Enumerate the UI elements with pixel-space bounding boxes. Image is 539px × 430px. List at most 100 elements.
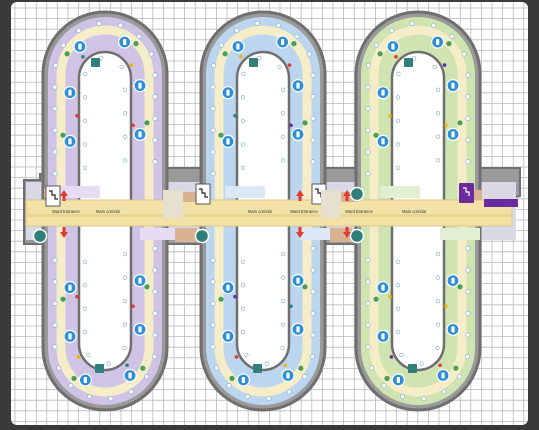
bed-icon <box>221 86 235 100</box>
dot-icon <box>52 84 58 90</box>
bed-icon <box>291 127 305 141</box>
dot-icon <box>465 72 471 78</box>
bed-mark <box>451 326 455 333</box>
dot-icon <box>465 115 471 121</box>
bed-mark <box>226 333 230 340</box>
dot-icon <box>240 165 246 170</box>
dot-icon <box>381 383 387 389</box>
plant-icon <box>218 296 224 302</box>
ward-ring-right-path <box>369 25 467 397</box>
dot-icon <box>152 115 158 121</box>
dot-icon <box>76 27 82 33</box>
bed-mark <box>451 82 455 89</box>
bed-icon <box>436 368 450 383</box>
bed-mark <box>286 372 290 379</box>
bed-icon <box>63 134 77 148</box>
dot-icon <box>119 64 124 70</box>
bed-icon <box>63 86 77 100</box>
dot-icon <box>310 137 316 143</box>
floor-zone <box>440 228 480 240</box>
entrance-arrow-icon <box>60 190 68 201</box>
dot-icon <box>122 299 128 304</box>
dot-icon <box>210 127 216 133</box>
dot-icon <box>234 27 240 33</box>
dot-icon <box>365 279 371 285</box>
elevator-icon <box>459 183 474 203</box>
dot-icon <box>210 149 216 155</box>
dot-icon <box>52 344 58 350</box>
dot-icon <box>60 42 66 48</box>
plant-icon <box>71 375 77 381</box>
bed-mark <box>68 138 72 145</box>
dot-icon <box>395 259 401 264</box>
bed-icon <box>133 274 147 288</box>
dot-icon <box>210 84 216 90</box>
dot-icon <box>465 159 471 165</box>
dot-icon <box>465 289 471 295</box>
marker-dot-icon <box>394 54 398 59</box>
dot-icon <box>52 127 58 133</box>
dot-icon <box>449 33 455 39</box>
room-square-icon <box>408 364 417 373</box>
dot-icon <box>395 118 401 123</box>
bed-mark <box>83 376 87 383</box>
dot-icon <box>86 352 91 358</box>
dot-icon <box>240 330 246 335</box>
dot-icon <box>302 374 308 380</box>
marker-dot-icon <box>442 63 447 67</box>
bed-mark <box>296 326 300 333</box>
plant-icon <box>453 365 459 371</box>
bed-icon <box>376 329 390 343</box>
room-square-icon <box>253 364 262 373</box>
corridor-stripe <box>26 214 512 217</box>
dot-icon <box>245 394 251 400</box>
plant-icon <box>229 375 235 381</box>
dot-icon <box>310 245 316 251</box>
bed-mark <box>78 43 82 50</box>
dot-icon <box>366 62 372 68</box>
plant-icon <box>144 284 150 290</box>
bed-icon <box>276 35 290 49</box>
dot-icon <box>396 71 401 77</box>
elevator-symbol <box>463 187 470 196</box>
dot-icon <box>435 345 440 351</box>
marker-dot-icon <box>75 294 79 299</box>
corridor-label-ward_entrance: Ward Entrance <box>52 209 80 214</box>
dot-icon <box>82 306 88 311</box>
plant-icon <box>373 132 379 138</box>
corridor-label-ward_entrance: Ward Entrance <box>345 209 373 214</box>
dot-icon <box>395 330 401 335</box>
bed-mark <box>226 284 230 291</box>
room-block <box>175 228 197 242</box>
dot-icon <box>122 252 128 257</box>
bed-mark <box>436 39 440 46</box>
marker-dot-icon <box>233 294 237 299</box>
corridor-label-main_corridor: Main corridor <box>96 209 121 214</box>
dot-icon <box>52 279 58 285</box>
dot-icon <box>210 301 216 307</box>
dot-icon <box>240 283 246 288</box>
plant-icon <box>133 41 139 47</box>
plan-layer: Ward Entrance Main corridor Main corridor W… <box>23 10 521 412</box>
dot-icon <box>275 22 281 28</box>
dot-icon <box>108 396 114 402</box>
marker-dot-icon <box>76 355 81 359</box>
marker-dot-icon <box>234 355 239 359</box>
dot-icon <box>310 332 316 338</box>
bed-mark <box>296 277 300 284</box>
dot-icon <box>465 267 471 273</box>
dot-icon <box>373 42 379 48</box>
dot-icon <box>240 259 246 264</box>
marker-dot-icon <box>287 63 292 67</box>
dot-icon <box>365 322 371 328</box>
bed-mark <box>391 43 395 50</box>
bed-mark <box>381 333 385 340</box>
bed-mark <box>381 89 385 96</box>
corridor-label-main_corridor: Main corridor <box>402 209 427 214</box>
room-square-icon <box>95 364 104 373</box>
dot-icon <box>52 257 58 263</box>
plant-icon <box>302 284 308 290</box>
marker-dot-icon <box>81 54 85 59</box>
dot-icon <box>96 20 102 26</box>
dot-icon <box>310 289 316 295</box>
